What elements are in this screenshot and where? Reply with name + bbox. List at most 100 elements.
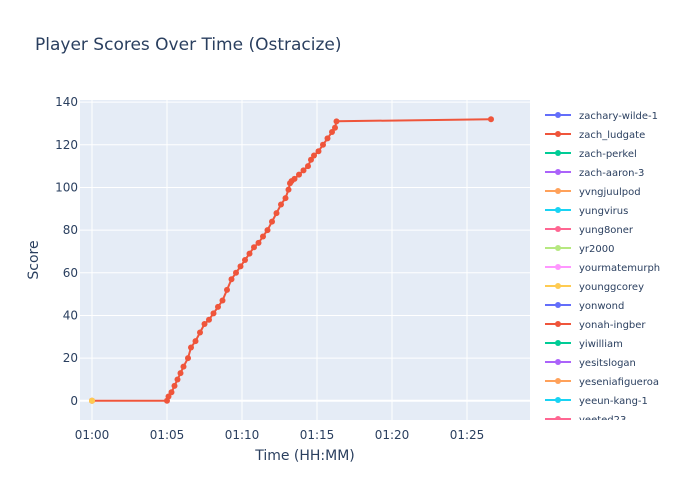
x-tick-label: 01:00 <box>75 428 110 442</box>
data-point-zach_ludgate <box>185 355 191 362</box>
legend-item[interactable]: yungvirus <box>545 206 628 217</box>
legend-label: yiwilliam <box>579 339 623 350</box>
data-point-younggcorey <box>89 397 95 404</box>
legend-item[interactable]: yiwilliam <box>545 339 623 350</box>
x-tick-label: 01:15 <box>300 428 335 442</box>
data-point-zach_ludgate <box>329 129 335 135</box>
legend-label: yeeted23 <box>579 415 626 426</box>
legend-item[interactable]: younggcorey <box>545 282 644 293</box>
data-point-zach_ludgate <box>180 363 187 370</box>
legend-item[interactable]: yung8oner <box>545 225 634 236</box>
y-tick-label: 60 <box>63 266 78 280</box>
legend-swatch-marker <box>555 264 561 270</box>
legend-swatch-marker <box>555 150 561 156</box>
legend-label: yungvirus <box>579 206 628 217</box>
legend-label: zach-perkel <box>579 149 637 160</box>
data-point-zach_ludgate <box>177 370 184 377</box>
legend-item[interactable]: yourmatemurph <box>545 263 660 274</box>
data-point-zach_ludgate <box>171 382 178 389</box>
data-point-zach_ludgate <box>228 276 235 283</box>
data-point-zach_ludgate <box>246 250 253 257</box>
legend-swatch-marker <box>555 188 561 194</box>
data-point-zach_ludgate <box>188 344 194 351</box>
data-point-zach_ludgate <box>192 338 199 345</box>
data-point-zach_ludgate <box>278 201 284 208</box>
x-tick-label: 01:10 <box>225 428 260 442</box>
legend-swatch-marker <box>555 245 561 251</box>
data-point-zach_ludgate <box>260 233 266 240</box>
legend[interactable]: zachary-wilde-1 zach_ludgate zach-perkel za… <box>545 111 660 426</box>
legend-item[interactable]: yeseniafigueroa <box>545 377 659 388</box>
x-tick-label: 01:25 <box>450 428 485 442</box>
legend-label: yonwond <box>579 301 624 312</box>
legend-swatch-marker <box>555 112 561 118</box>
y-tick-label: 40 <box>63 308 78 322</box>
legend-item[interactable]: yvngjuulpod <box>545 187 641 198</box>
legend-swatch-marker <box>555 359 561 365</box>
legend-item[interactable]: zach-perkel <box>545 149 637 160</box>
data-point-zach_ludgate <box>242 257 248 263</box>
data-point-zach_ludgate <box>174 376 181 383</box>
legend-swatch-marker <box>555 397 561 403</box>
legend-label: yr2000 <box>579 244 614 255</box>
data-point-zach_ludgate <box>201 321 208 327</box>
data-point-zach_ludgate <box>311 152 317 159</box>
data-point-zach_ludgate <box>197 329 203 336</box>
legend-item[interactable]: zach-aaron-3 <box>545 168 644 179</box>
data-point-zach_ludgate <box>296 171 302 178</box>
data-point-zach_ludgate <box>285 186 292 193</box>
tick-layer: 01:00 01:05 01:10 01:15 01:20 01:25 0 20 40 60 80 1… <box>55 95 484 442</box>
y-tick-label: 120 <box>55 138 78 152</box>
data-point-zach_ludgate <box>215 303 221 310</box>
legend-swatch-marker <box>555 378 561 384</box>
legend-item[interactable]: yesitslogan <box>545 358 636 369</box>
legend-label: zachary-wilde-1 <box>579 111 658 122</box>
legend-item[interactable]: yeeun-kang-1 <box>545 396 648 407</box>
data-point-zach_ludgate <box>324 135 331 142</box>
data-point-zach_ludgate <box>305 163 311 170</box>
y-tick-label: 0 <box>70 394 78 408</box>
data-point-zach_ludgate <box>251 244 257 251</box>
data-point-zach_ludgate <box>255 239 262 246</box>
x-tick-label: 01:20 <box>375 428 410 442</box>
data-point-zach_ludgate <box>488 116 494 123</box>
data-point-zach_ludgate <box>332 124 338 131</box>
data-point-zach_ludgate <box>315 148 322 155</box>
legend-item[interactable]: yeeted23 <box>545 415 626 426</box>
data-point-zach_ludgate <box>308 156 314 163</box>
data-point-zach_ludgate <box>219 297 226 304</box>
data-point-zach_ludgate <box>224 286 230 293</box>
legend-swatch-marker <box>555 207 561 213</box>
data-point-zach_ludgate <box>291 175 298 182</box>
legend-item[interactable]: yr2000 <box>545 244 614 255</box>
legend-swatch-marker <box>555 340 561 346</box>
legend-label: yesitslogan <box>579 358 636 369</box>
x-axis-label: Time (HH:MM) <box>254 448 355 464</box>
data-point-zach_ludgate <box>264 227 271 234</box>
legend-item[interactable]: zach_ludgate <box>545 130 645 141</box>
data-point-zach_ludgate <box>168 389 175 396</box>
series-layer <box>89 116 494 404</box>
data-point-zach_ludgate <box>300 167 307 174</box>
data-point-zach_ludgate <box>206 316 212 323</box>
data-point-zach_ludgate <box>210 310 217 317</box>
legend-label: yourmatemurph <box>579 263 660 274</box>
legend-label: yeeun-kang-1 <box>579 396 648 407</box>
y-tick-label: 20 <box>63 351 78 365</box>
legend-label: yung8oner <box>579 225 634 236</box>
legend-swatch-marker <box>555 169 561 175</box>
plot-area <box>80 100 530 420</box>
data-point-zach_ludgate <box>282 195 289 202</box>
legend-swatch-marker <box>555 131 561 137</box>
data-point-zach_ludgate <box>237 263 244 270</box>
legend-label: yvngjuulpod <box>579 187 641 198</box>
legend-label: zach_ludgate <box>579 130 645 141</box>
legend-label: yonah-ingber <box>579 320 646 331</box>
legend-label: yeseniafigueroa <box>579 377 659 388</box>
legend-item[interactable]: yonah-ingber <box>545 320 646 331</box>
legend-item[interactable]: yonwond <box>545 301 624 312</box>
legend-item[interactable]: zachary-wilde-1 <box>545 111 658 122</box>
legend-swatch-marker <box>555 321 561 327</box>
y-tick-label: 80 <box>63 223 78 237</box>
